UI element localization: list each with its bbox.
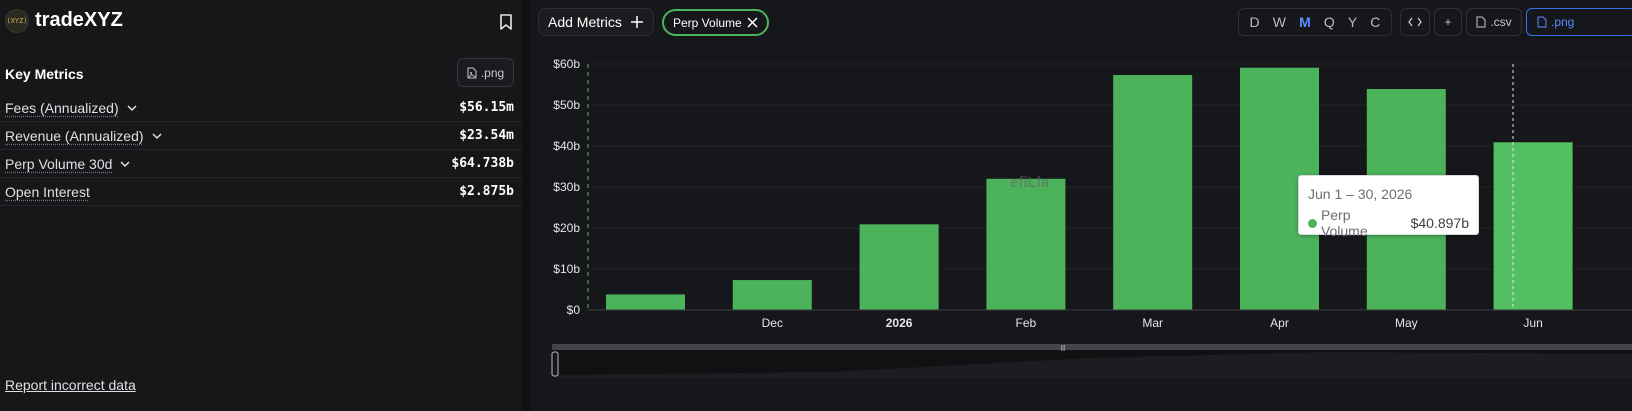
bar[interactable]: [606, 294, 685, 310]
file-image-icon: [467, 67, 477, 79]
range-slider-grip-icon: |||: [1061, 346, 1066, 352]
bookmark-icon[interactable]: [498, 13, 514, 31]
range-slider-preview: [554, 352, 1632, 378]
metric-label-text: Perp Volume 30d: [5, 156, 112, 172]
period-option-y[interactable]: Y: [1348, 14, 1357, 30]
period-option-m[interactable]: M: [1299, 14, 1311, 30]
chevron-down-icon[interactable]: [120, 159, 130, 169]
embed-button[interactable]: [1400, 8, 1430, 36]
period-option-d[interactable]: D: [1250, 14, 1260, 30]
metric-value: $23.54m: [459, 128, 514, 143]
metric-value: $64.738b: [451, 156, 514, 171]
metric-value: $2.875b: [459, 184, 514, 199]
bar[interactable]: [1113, 75, 1192, 310]
period-selector: DWMQYC: [1238, 8, 1392, 36]
close-icon[interactable]: [747, 17, 758, 28]
period-option-w[interactable]: W: [1273, 14, 1286, 30]
x-tick-label: Mar: [1142, 316, 1163, 330]
brand-logo: (XYZ): [5, 9, 29, 33]
y-tick-label: $40b: [553, 139, 580, 153]
period-option-c[interactable]: C: [1370, 14, 1380, 30]
x-tick-label: 2026: [886, 316, 913, 330]
y-tick-label: $30b: [553, 180, 580, 194]
x-tick-label: Feb: [1016, 316, 1037, 330]
add-button[interactable]: +: [1434, 8, 1462, 36]
metric-label[interactable]: Perp Volume 30d: [5, 156, 130, 172]
csv-button[interactable]: .csv: [1466, 8, 1522, 36]
metric-label-text: Revenue (Annualized): [5, 128, 144, 144]
metric-label[interactable]: Revenue (Annualized): [5, 128, 162, 144]
metric-row[interactable]: Open Interest $2.875b: [0, 178, 522, 206]
series-dot-icon: [1308, 219, 1317, 228]
metric-label-text: Fees (Annualized): [5, 100, 119, 116]
metric-label[interactable]: Open Interest: [5, 184, 90, 200]
range-slider-top-bar[interactable]: [552, 344, 1632, 350]
plus-icon: [630, 15, 644, 29]
file-image-icon: [1537, 16, 1547, 28]
metric-row[interactable]: Revenue (Annualized) $23.54m: [0, 122, 522, 150]
metric-label[interactable]: Fees (Annualized): [5, 100, 137, 116]
watermark: efiLla: [1010, 174, 1049, 191]
bar[interactable]: [986, 179, 1065, 310]
tooltip-series-name: Perp Volume: [1321, 207, 1401, 239]
x-tick-label: Dec: [762, 316, 783, 330]
code-icon: [1408, 17, 1422, 27]
x-tick-label: Jun: [1523, 316, 1542, 330]
brand-name: tradeXYZ: [35, 9, 123, 32]
key-metrics-png-button[interactable]: .png: [457, 58, 514, 87]
bar[interactable]: [733, 280, 812, 310]
metric-label-text: Open Interest: [5, 184, 90, 200]
bar[interactable]: [860, 224, 939, 310]
sidebar: (XYZ) tradeXYZ Key Metrics .png Fees (An…: [0, 0, 522, 411]
x-tick-label: Apr: [1270, 316, 1289, 330]
range-slider-track[interactable]: [552, 344, 1632, 378]
png-download-button[interactable]: .png: [1526, 8, 1632, 36]
y-tick-label: $50b: [553, 98, 580, 112]
chart-tooltip: Jun 1 – 30, 2026 Perp Volume $40.897b: [1298, 175, 1479, 235]
tooltip-value: $40.897b: [1411, 215, 1469, 231]
y-tick-label: $10b: [553, 262, 580, 276]
file-csv-icon: [1476, 16, 1486, 28]
metric-row[interactable]: Fees (Annualized) $56.15m: [0, 94, 522, 122]
x-tick-label: May: [1395, 316, 1418, 330]
y-tick-label: $20b: [553, 221, 580, 235]
panel-divider[interactable]: [522, 0, 530, 411]
report-incorrect-data-link[interactable]: Report incorrect data: [5, 377, 136, 393]
chevron-down-icon[interactable]: [152, 131, 162, 141]
chart-panel: Add Metrics Perp Volume DWMQYC + .csv .p…: [530, 0, 1632, 411]
tooltip-series-row: Perp Volume $40.897b: [1308, 207, 1469, 239]
key-metrics-title: Key Metrics: [5, 66, 84, 82]
y-tick-label: $0: [567, 303, 581, 317]
y-tick-label: $60b: [553, 57, 580, 71]
range-slider-handle[interactable]: [552, 352, 558, 376]
period-option-q[interactable]: Q: [1324, 14, 1335, 30]
tooltip-range: Jun 1 – 30, 2026: [1308, 186, 1469, 202]
bar[interactable]: [1494, 142, 1573, 310]
perp-volume-chip[interactable]: Perp Volume: [662, 9, 769, 36]
metric-value: $56.15m: [459, 100, 514, 115]
add-metrics-button[interactable]: Add Metrics: [538, 8, 654, 36]
metric-row[interactable]: Perp Volume 30d $64.738b: [0, 150, 522, 178]
chevron-down-icon[interactable]: [127, 103, 137, 113]
